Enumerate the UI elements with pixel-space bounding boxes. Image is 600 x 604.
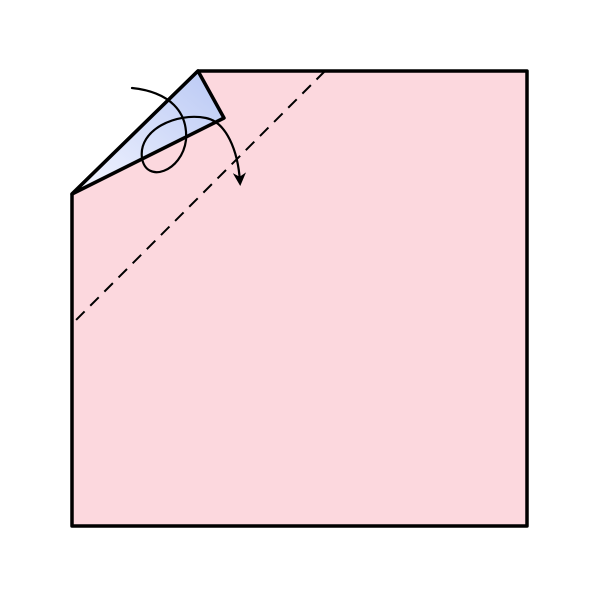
fold-arrow — [130, 86, 247, 186]
folded-flap — [70, 69, 226, 196]
